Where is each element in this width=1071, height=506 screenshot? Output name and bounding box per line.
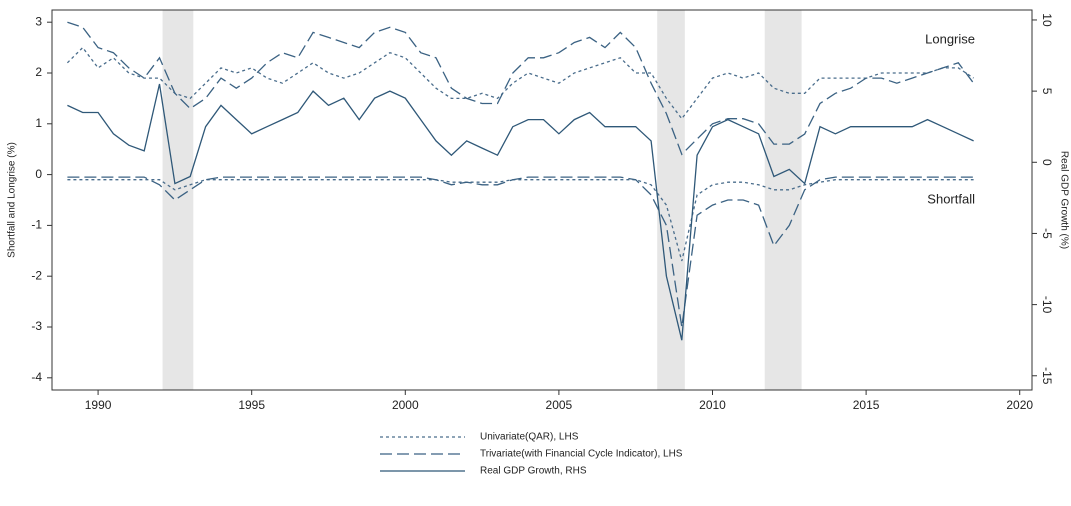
series-line: [66, 46, 974, 120]
y2-tick-label: -15: [1040, 367, 1054, 385]
legend-label: Univariate(QAR), LHS: [480, 432, 579, 443]
y2-tick-label: 5: [1040, 88, 1054, 95]
y-tick-label: 3: [35, 14, 42, 28]
y-tick-label: -1: [31, 218, 42, 232]
series-line: [67, 179, 974, 262]
x-tick-label: 2005: [546, 398, 573, 412]
legend-label: Trivariate(with Financial Cycle Indicato…: [480, 449, 683, 460]
x-tick-label: 2015: [853, 398, 880, 412]
y-tick-label: -4: [31, 370, 42, 384]
series-line: [67, 21, 975, 156]
annotation: Shortfall: [927, 191, 975, 206]
legend-label: Real GDP Growth, RHS: [480, 466, 587, 477]
y-tick-label: 1: [35, 116, 42, 130]
plot-frame: [51, 9, 1033, 391]
x-tick-label: 1995: [238, 398, 265, 412]
recession-band: [162, 10, 194, 390]
y-tick-label: -3: [31, 319, 42, 333]
x-tick-label: 2000: [392, 398, 419, 412]
y2-tick-label: 10: [1040, 13, 1054, 27]
y-tick-label: 0: [35, 167, 42, 181]
y-tick-label: -2: [31, 268, 42, 282]
y-tick-label: 2: [35, 65, 42, 79]
x-tick-label: 2010: [699, 398, 726, 412]
x-tick-label: 1990: [85, 398, 112, 412]
y2-tick-label: -5: [1040, 228, 1054, 239]
series-line: [67, 176, 974, 328]
annotation: Longrise: [925, 31, 975, 46]
x-tick-label: 2020: [1006, 398, 1033, 412]
recession-band: [764, 10, 802, 390]
y2-axis-title: Real GDP Growth (%): [1058, 151, 1069, 249]
y2-tick-label: 0: [1040, 159, 1054, 166]
series-line: [67, 83, 974, 341]
y-axis-title: Shortfall and Longrise (%): [7, 142, 18, 258]
y2-tick-label: -10: [1040, 296, 1054, 314]
